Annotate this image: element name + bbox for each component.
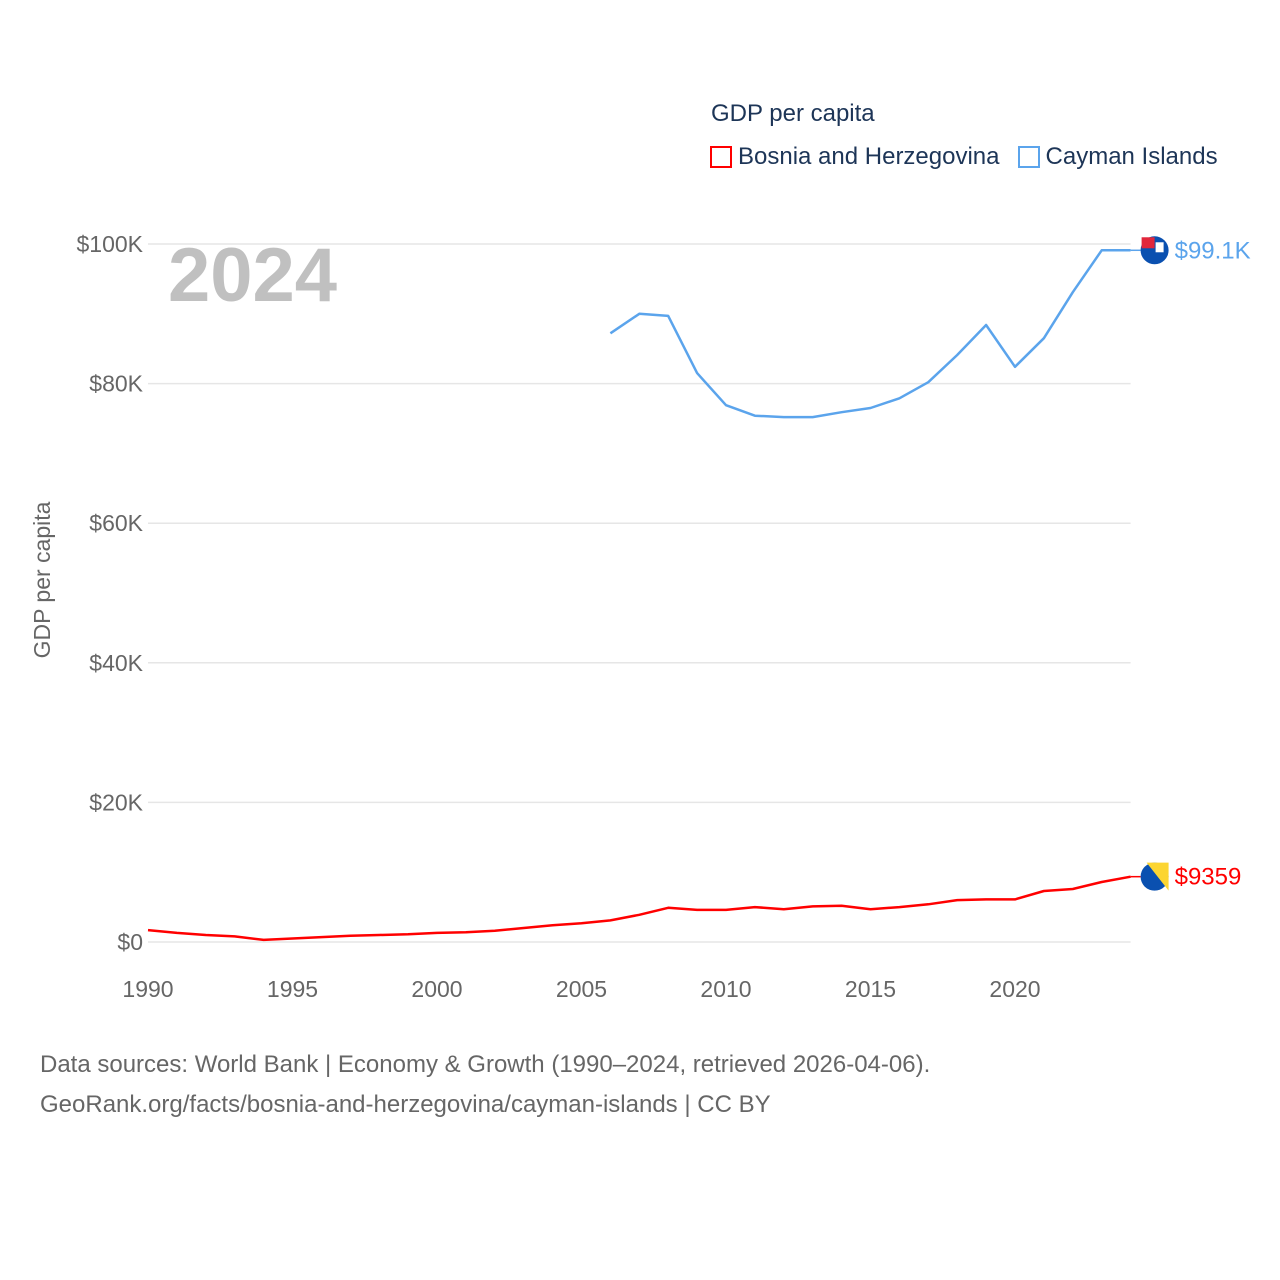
x-tick-label: 2020 (989, 976, 1040, 1002)
legend-label-bosnia: Bosnia and Herzegovina (738, 143, 1000, 170)
x-tick-label: 1995 (267, 976, 318, 1002)
series-line-cayman (609, 249, 1131, 419)
gridlines (148, 243, 1131, 943)
x-tick-label: 2015 (845, 976, 896, 1002)
cayman-flag-icon (1140, 236, 1169, 265)
y-tick-label: $100K (76, 231, 143, 257)
x-tick-label: 2000 (411, 976, 462, 1002)
y-tick-label: $40K (89, 650, 143, 676)
y-tick-label: $20K (89, 789, 143, 815)
series-line-bosnia (147, 875, 1131, 942)
footer: Data sources: World Bank | Economy & Gro… (40, 1045, 930, 1125)
series-lines: $9359 $99.1K (147, 236, 1251, 942)
legend: Bosnia and Herzegovina Cayman Islands (710, 143, 1218, 171)
x-tick-label: 2010 (700, 976, 751, 1002)
end-value-label: $9359 (1175, 864, 1242, 891)
x-axis-ticks: 1990 1995 2000 2005 2010 2015 2020 (122, 976, 1040, 1002)
legend-item-cayman[interactable]: Cayman Islands (1017, 143, 1218, 171)
y-axis-ticks: $0 $20K $40K $60K $80K $100K (76, 231, 143, 955)
legend-swatch-cayman (1017, 146, 1040, 168)
footer-sources: Data sources: World Bank | Economy & Gro… (40, 1051, 931, 1078)
x-tick-label: 2005 (556, 976, 607, 1002)
legend-label-cayman: Cayman Islands (1045, 143, 1218, 170)
y-tick-label: $60K (89, 510, 143, 536)
y-axis-label: GDP per capita (29, 501, 55, 658)
year-label: 2024 (168, 233, 337, 318)
x-tick-label: 1990 (122, 976, 173, 1002)
legend-item-bosnia[interactable]: Bosnia and Herzegovina (710, 143, 1000, 171)
y-tick-label: $80K (89, 371, 143, 397)
bosnia-flag-icon (1140, 862, 1169, 891)
end-value-label: $99.1K (1175, 237, 1251, 264)
legend-swatch-bosnia (710, 146, 732, 168)
y-tick-label: $0 (117, 929, 143, 955)
footer-link[interactable]: GeoRank.org/facts/bosnia-and-herzegovina… (40, 1091, 771, 1118)
legend-title: GDP per capita (711, 100, 875, 127)
